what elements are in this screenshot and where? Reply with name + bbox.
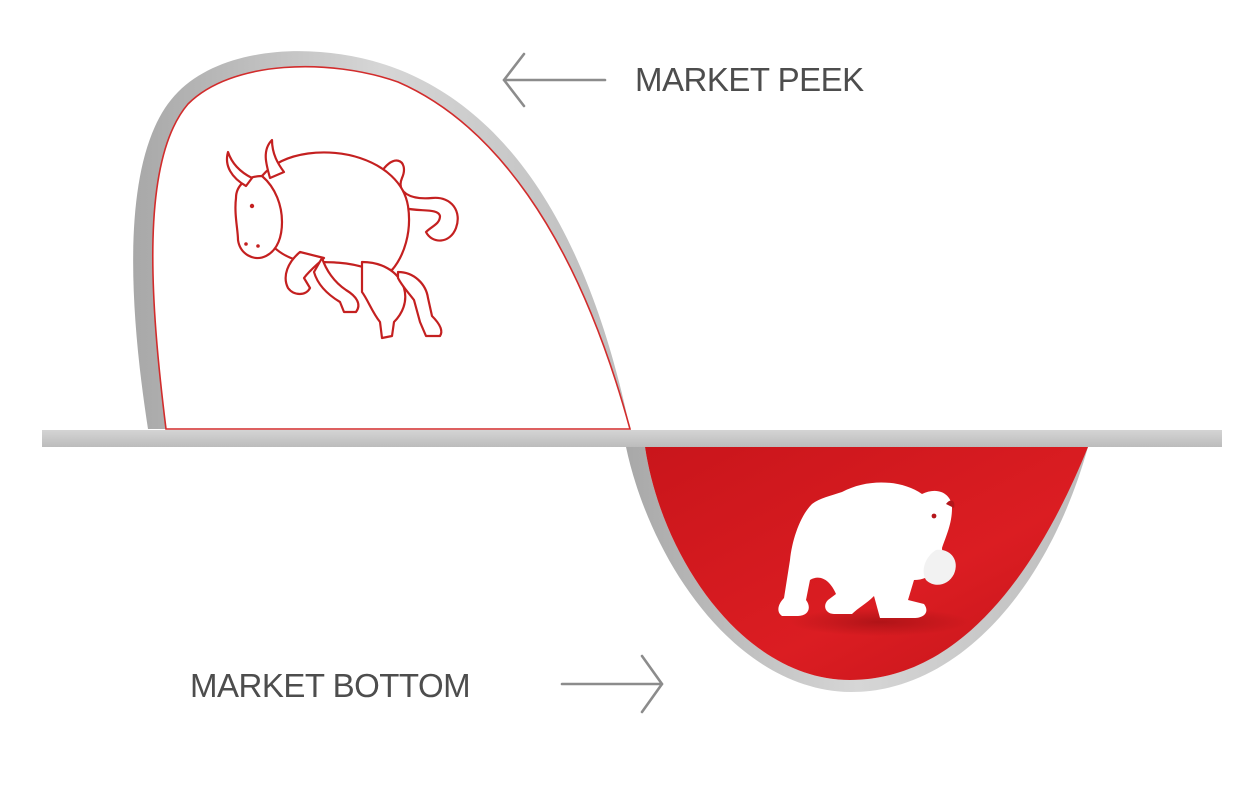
baseline-bar [42,430,1222,447]
arrow-right-icon [560,654,664,714]
bear-trough-shadow [626,447,1088,693]
bear-ground-shadow [790,608,970,636]
bull-icon [225,138,459,340]
bear-icon [778,482,956,618]
market-peak-label: MARKET PEEK [635,61,864,98]
market-bottom-label: MARKET BOTTOM [190,667,470,704]
arrow-left-icon [502,52,607,108]
bull-hump-shadow [133,51,630,430]
